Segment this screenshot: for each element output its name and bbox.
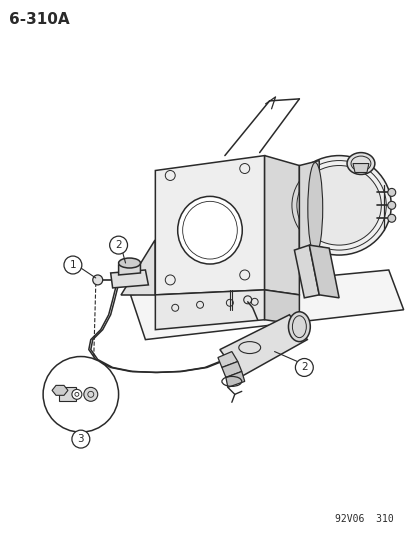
Circle shape: [109, 236, 127, 254]
Ellipse shape: [288, 312, 310, 342]
Text: 3: 3: [77, 434, 84, 444]
Ellipse shape: [296, 166, 380, 245]
Polygon shape: [155, 290, 264, 330]
Text: 1: 1: [69, 260, 76, 270]
Circle shape: [387, 188, 395, 196]
Ellipse shape: [177, 196, 242, 264]
Circle shape: [83, 387, 97, 401]
Ellipse shape: [307, 163, 322, 254]
Polygon shape: [294, 245, 318, 298]
Circle shape: [43, 357, 118, 432]
Circle shape: [295, 359, 313, 376]
Polygon shape: [155, 156, 264, 295]
Circle shape: [93, 275, 102, 285]
Polygon shape: [299, 160, 318, 255]
Polygon shape: [352, 164, 368, 173]
Circle shape: [64, 256, 82, 274]
Polygon shape: [225, 372, 244, 387]
Polygon shape: [130, 270, 403, 340]
Polygon shape: [120, 240, 155, 295]
Text: 6-310A: 6-310A: [9, 12, 70, 27]
Circle shape: [72, 430, 90, 448]
Ellipse shape: [286, 156, 390, 255]
Ellipse shape: [118, 258, 140, 268]
Polygon shape: [118, 263, 140, 275]
Text: 2: 2: [300, 362, 307, 373]
Circle shape: [387, 214, 395, 222]
Polygon shape: [264, 156, 299, 295]
Polygon shape: [221, 361, 241, 377]
Polygon shape: [52, 385, 68, 395]
Polygon shape: [219, 315, 306, 377]
Polygon shape: [217, 352, 237, 367]
Polygon shape: [309, 245, 338, 298]
Polygon shape: [264, 290, 299, 325]
Circle shape: [72, 389, 82, 399]
Polygon shape: [59, 387, 76, 401]
Polygon shape: [110, 270, 148, 288]
Ellipse shape: [346, 152, 374, 174]
Circle shape: [387, 201, 395, 209]
Text: 92V06  310: 92V06 310: [334, 514, 393, 524]
Text: 2: 2: [115, 240, 121, 250]
